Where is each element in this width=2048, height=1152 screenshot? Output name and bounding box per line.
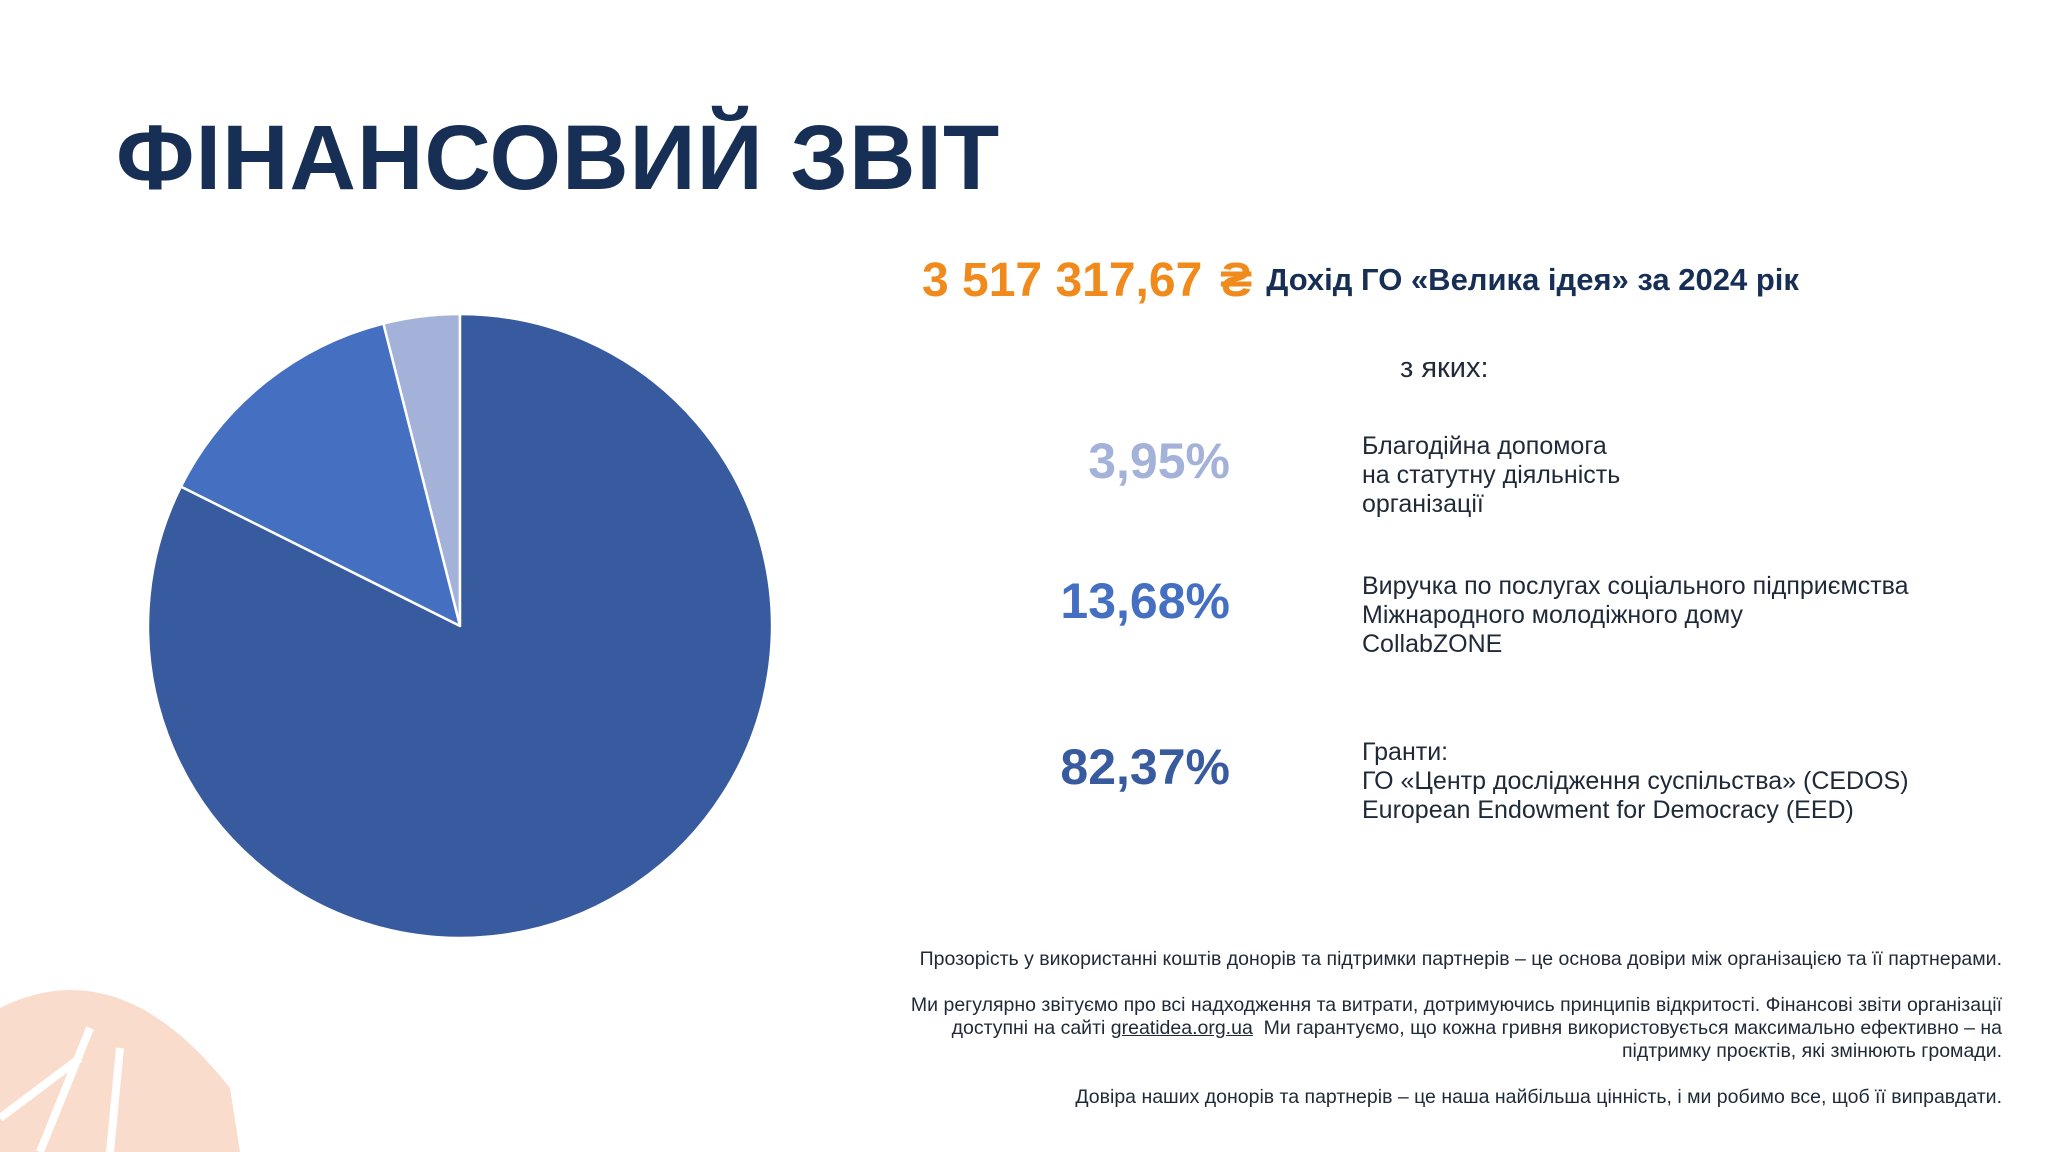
item-description-line: Міжнародного молодіжного дому [1362,601,1744,629]
item-description-line: Гранти: [1362,738,1449,766]
footer-paragraph: Прозорість у використанні коштів донорів… [919,948,2002,970]
item-description-line: ГО «Центр дослідження суспільства» (CEDO… [1362,767,1909,795]
footer-line: підтримку проєктів, які змінюють громади… [1621,1040,2002,1062]
footer-paragraph: Довіра наших донорів та партнерів – це н… [1075,1086,2002,1108]
item-description: Благодійна допомога на статутну діяльніс… [1362,432,1620,519]
item-description: Виручка по послугах соціального підприєм… [1362,572,1909,659]
item-description-line: Благодійна допомога [1362,432,1607,460]
pie-chart [146,312,774,940]
footer-line: Ми регулярно звітуємо про всі надходженн… [910,994,2002,1016]
hryvnia-icon: ₴ [1220,253,1253,307]
footer-text: Прозорість у використанні коштів донорів… [642,948,2002,1132]
income-item-donations: 3,95% Благодійна допомога на статутну ді… [1088,432,2000,542]
item-description-line: CollabZONE [1362,630,1503,658]
pie-slice-grants [146,312,774,940]
item-description: Гранти: ГО «Центр дослідження суспільств… [1362,738,1909,825]
income-label: Дохід ГО «Велика ідея» за 2024 рік [1266,262,1799,297]
pie-slice-social-enterprise [179,322,462,628]
income-headline: 3 517 317,67 ₴ Дохід ГО «Велика ідея» за… [922,250,1799,310]
item-description-line: European Endowment for Democracy (EED) [1362,796,1854,824]
income-item-social-enterprise: 13,68% Виручка по послугах соціального п… [1060,572,2000,682]
footer-paragraph: Ми регулярно звітуємо про всі надходженн… [642,994,2002,1063]
item-description-line: організації [1362,490,1484,518]
item-percent: 82,37% [1060,739,1230,795]
page-title: ФІНАНСОВИЙ ЗВІТ [116,107,1001,209]
item-description-line: Виручка по послугах соціального підприєм… [1362,572,1909,600]
income-amount: 3 517 317,67 [922,253,1203,307]
decorative-umbrella-shape [0,990,240,1152]
item-percent: 13,68% [1060,573,1230,629]
website-link[interactable]: greatidea.org.ua [1110,1017,1253,1039]
footer-line: доступні на сайті [951,1017,1111,1039]
pie-chart-svg [146,312,774,940]
subheading: з яких: [1400,352,1489,384]
footer-line: Ми гарантуємо, що кожна гривня використо… [1252,1017,2002,1039]
item-description-line: на статутну діяльність [1362,461,1621,489]
income-item-grants: 82,37% Гранти: ГО «Центр дослідження сус… [1060,738,2000,848]
item-percent: 3,95% [1088,433,1230,489]
